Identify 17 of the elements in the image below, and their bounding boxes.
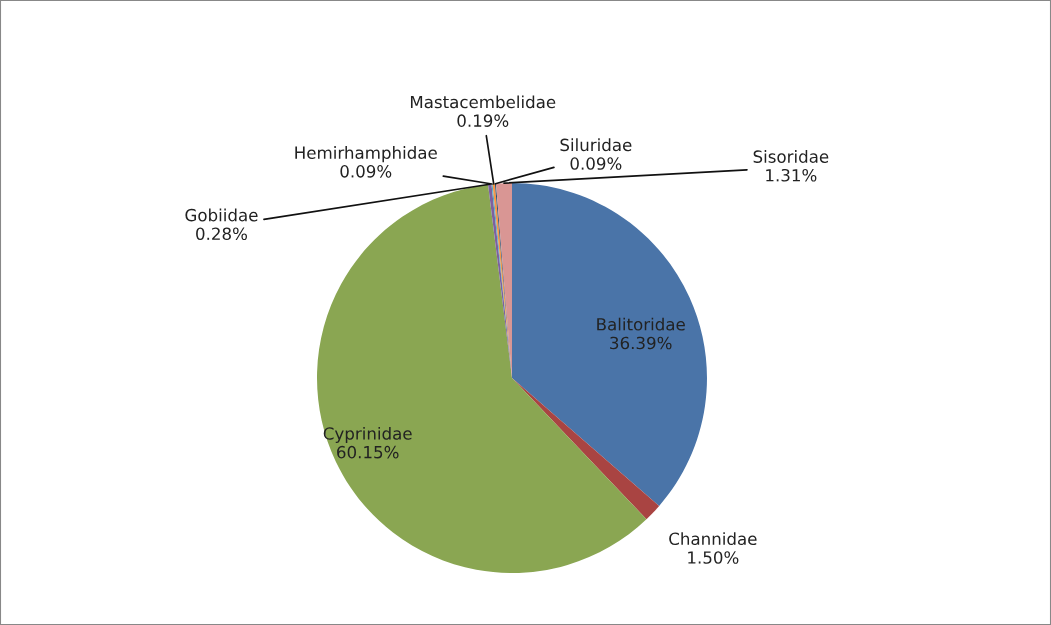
- data-label: 1.31%: [766, 168, 817, 182]
- data-label: 0.09%: [570, 157, 622, 170]
- data-label: 1.50%: [688, 551, 739, 564]
- data-label: 0.09%: [340, 165, 392, 178]
- slice-label: Sisoridae: [753, 150, 829, 163]
- pie-slice: [512, 378, 660, 520]
- slice-label: Siluridae: [560, 138, 632, 152]
- slice-label: Channidae: [669, 532, 757, 546]
- slice-label: Gobiidae: [185, 208, 258, 222]
- slice-label: Balitoridae: [597, 317, 685, 331]
- slice-label: Mastacembelidae: [410, 95, 556, 109]
- slice-label: Hemirhamphidae: [295, 146, 437, 163]
- pie-slice: [512, 183, 707, 506]
- data-label: 60.15%: [337, 445, 399, 459]
- data-label: 0.28%: [196, 227, 247, 241]
- data-label: 36.39%: [610, 336, 672, 350]
- data-label: 0.19%: [457, 114, 509, 127]
